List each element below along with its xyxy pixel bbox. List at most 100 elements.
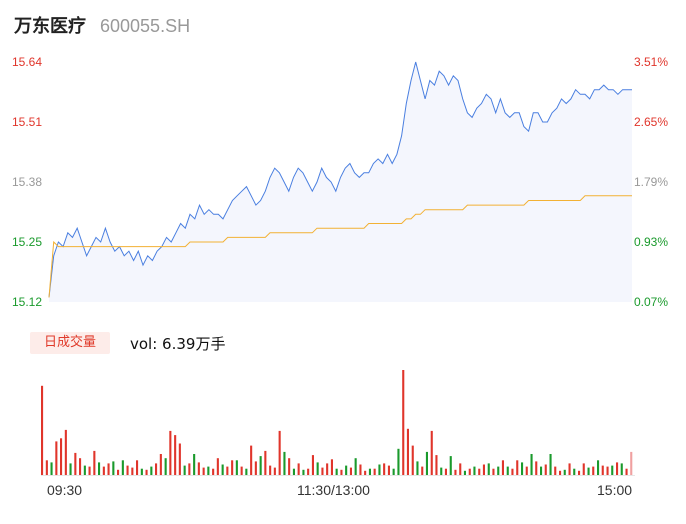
volume-bar [245, 468, 248, 475]
volume-bar [449, 456, 452, 475]
volume-bar [378, 464, 381, 475]
volume-bar [549, 454, 552, 475]
volume-bar [402, 370, 405, 475]
volume-bar [359, 464, 362, 475]
volume-bar [354, 458, 357, 475]
volume-bar [55, 441, 58, 475]
volume-bar [69, 463, 72, 475]
time-label-midday: 11:30/13:00 [297, 482, 370, 498]
stock-name: 万东医疗 [14, 16, 86, 37]
volume-bar [121, 460, 124, 475]
volume-bar [250, 445, 253, 475]
price-tick-label: 15.64 [12, 55, 43, 69]
volume-bar [440, 467, 443, 475]
volume-bar [254, 461, 257, 476]
volume-bar [216, 458, 219, 475]
volume-bar [74, 452, 77, 475]
price-tick-label: 15.51 [12, 115, 43, 129]
volume-bar [444, 468, 447, 475]
volume-bar [430, 430, 433, 475]
volume-bar [131, 467, 134, 475]
volume-bar [592, 466, 595, 475]
volume-bar [64, 429, 67, 475]
volume-bar [193, 454, 196, 475]
volume-bar [554, 466, 557, 475]
volume-bar [212, 468, 215, 475]
volume-bar [226, 466, 229, 475]
volume-bar [335, 468, 338, 475]
volume-bar [88, 466, 91, 475]
stock-code: 600055.SH [100, 16, 191, 36]
volume-bar [421, 466, 424, 475]
volume-bar [159, 454, 162, 475]
volume-bar [50, 462, 53, 475]
volume-bar [454, 469, 457, 476]
volume-bar [288, 458, 291, 475]
volume-bar [492, 468, 495, 475]
volume-bar [321, 467, 324, 475]
volume-bar [117, 469, 120, 476]
volume-bar [345, 465, 348, 475]
volume-bar [349, 467, 352, 475]
volume-bar [278, 430, 281, 475]
volume-bar [478, 468, 481, 475]
stock-header: 万东医疗 600055.SH [14, 12, 190, 40]
volume-bar [397, 448, 400, 476]
volume-bar [487, 463, 490, 475]
volume-bar [368, 468, 371, 475]
volume-bar [93, 450, 96, 476]
volume-bar [155, 463, 158, 475]
volume-bar [468, 468, 471, 475]
volume-bar [60, 438, 63, 476]
time-label-open: 09:30 [47, 482, 83, 498]
volume-bar [611, 465, 614, 475]
volume-bar [235, 460, 238, 475]
volume-bar [406, 428, 409, 475]
volume-bar [411, 445, 414, 475]
volume-bar [392, 468, 395, 475]
volume-bar [616, 462, 619, 475]
volume-bar [112, 461, 115, 476]
volume-summary: vol: 6.39万手 [130, 335, 226, 353]
volume-bar [273, 467, 276, 475]
volume-bar [126, 465, 129, 475]
volume-bar [435, 455, 438, 475]
volume-bar [578, 470, 581, 475]
volume-bar [425, 451, 428, 475]
volume-bar [202, 467, 205, 475]
volume-bar [525, 466, 528, 475]
volume-bar [183, 465, 186, 475]
price-line [48, 61, 632, 298]
volume-bar [497, 466, 500, 475]
volume-bar [416, 461, 419, 476]
volume-bar [83, 465, 86, 475]
volume-bar [506, 466, 509, 475]
volume-bar [535, 461, 538, 476]
volume-badge: 日成交量 [30, 332, 110, 354]
volume-bar [482, 464, 485, 475]
volume-bar [459, 463, 462, 475]
volume-bar [259, 456, 262, 475]
volume-bar [383, 463, 386, 475]
volume-bar [625, 468, 628, 475]
volume-bar [169, 430, 172, 475]
percent-tick-label: 0.07% [633, 295, 668, 309]
volume-bar [573, 468, 576, 475]
volume-bar [521, 462, 524, 475]
price-tick-label: 15.12 [12, 295, 43, 309]
volume-bar [145, 469, 148, 476]
volume-bar [587, 467, 590, 475]
volume-bar [307, 468, 310, 475]
volume-bar [620, 463, 623, 475]
volume-bar [150, 466, 153, 475]
volume-bar [140, 468, 143, 475]
volume-bar [501, 460, 504, 475]
volume-bar [330, 459, 333, 476]
volume-bar [473, 466, 476, 475]
volume-bar [283, 451, 286, 475]
volume-bar [197, 462, 200, 475]
volume-bar [340, 469, 343, 476]
price-tick-label: 15.38 [12, 175, 43, 189]
volume-bar [178, 443, 181, 475]
